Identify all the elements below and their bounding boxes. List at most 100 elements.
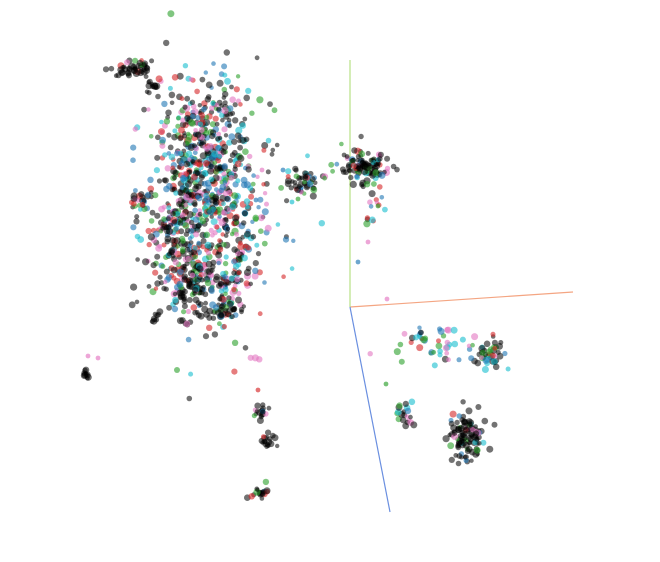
- scatter-point: [264, 224, 272, 232]
- scatter-point: [256, 205, 261, 210]
- scatter-point: [261, 142, 269, 149]
- scatter-point: [108, 65, 115, 72]
- scatter-point: [404, 407, 412, 415]
- scatter-point: [229, 313, 235, 320]
- scatter-point: [496, 352, 504, 360]
- scatter-point: [450, 326, 458, 334]
- scatter-point: [345, 163, 352, 171]
- scatter-point: [446, 357, 451, 363]
- scatter-point: [371, 181, 377, 187]
- scatter-point: [203, 202, 210, 209]
- scatter-point: [222, 180, 228, 185]
- scatter-point: [190, 113, 196, 120]
- scatter-point: [184, 95, 191, 102]
- scatter-point: [183, 187, 190, 194]
- scatter-point: [224, 77, 231, 85]
- scatter-point: [82, 367, 88, 373]
- scatter-point: [200, 244, 206, 250]
- scatter-point: [255, 487, 260, 492]
- scatter-point: [217, 214, 222, 219]
- scatter-point: [177, 135, 184, 142]
- scatter-point: [204, 145, 211, 152]
- scatter-point: [257, 196, 264, 203]
- scatter-point: [178, 126, 185, 134]
- scatter-point: [115, 72, 122, 79]
- scatter-point: [368, 204, 374, 209]
- scatter-point: [193, 231, 200, 238]
- scatter-point: [251, 354, 259, 362]
- scatter-point: [243, 136, 250, 143]
- scatter-point: [198, 174, 205, 181]
- scatter-point: [367, 199, 373, 205]
- scatter-point: [161, 242, 167, 248]
- scatter-point: [431, 349, 437, 355]
- scatter-point: [377, 151, 384, 158]
- scatter-point: [282, 236, 290, 243]
- scatter-point: [211, 61, 216, 66]
- scatter-point: [262, 441, 269, 448]
- scatter-point: [208, 227, 214, 233]
- scatter-point: [171, 133, 178, 141]
- scatter-point: [167, 85, 173, 91]
- scatter-point: [236, 290, 242, 296]
- scatter-point: [204, 241, 212, 249]
- scatter-point: [201, 180, 208, 187]
- scatter-point: [293, 173, 300, 179]
- scatter-point: [203, 300, 209, 306]
- scatter-point: [188, 219, 195, 226]
- scatter-point: [190, 159, 196, 164]
- scatter-point: [223, 308, 229, 313]
- scatter-point: [203, 231, 211, 238]
- scatter-point: [496, 342, 503, 350]
- scatter-point: [185, 141, 190, 146]
- scatter-point: [235, 251, 241, 257]
- scatter-point: [455, 460, 462, 467]
- scatter-point: [253, 197, 259, 203]
- scatter-point: [462, 441, 470, 449]
- scatter-point: [132, 57, 139, 64]
- scatter-point: [363, 181, 371, 188]
- scatter-point: [192, 207, 198, 214]
- scatter-point: [243, 280, 250, 287]
- scatter-point: [483, 340, 491, 348]
- scatter-point: [456, 413, 462, 419]
- scatter-point: [259, 496, 265, 501]
- scatter-point: [354, 174, 360, 179]
- scatter-point: [205, 184, 212, 191]
- scatter-point: [281, 274, 286, 280]
- scatter-point: [242, 116, 248, 122]
- scatter-point: [146, 107, 151, 112]
- scatter-point: [344, 154, 350, 159]
- scatter-point: [171, 275, 177, 281]
- scatter-point: [285, 174, 291, 179]
- scatter-point: [85, 353, 91, 359]
- scatter-point: [468, 355, 475, 362]
- scatter-point: [140, 68, 148, 76]
- scatter-point: [156, 308, 164, 315]
- scatter-point: [334, 161, 340, 167]
- scatter-point: [216, 206, 224, 213]
- scatter-point: [174, 367, 180, 373]
- scatter-point: [199, 277, 205, 283]
- scatter-point: [255, 387, 261, 393]
- scatter-point: [235, 296, 242, 304]
- scatter-point: [271, 107, 278, 114]
- scatter-point: [154, 253, 161, 260]
- scatter-point: [351, 147, 358, 154]
- scatter-point: [170, 266, 178, 274]
- scatter-point: [275, 443, 280, 449]
- scatter-point: [221, 143, 229, 151]
- scatter-point: [156, 178, 163, 184]
- scatter-point: [180, 248, 186, 254]
- scatter-point: [263, 487, 271, 495]
- scatter-point: [417, 325, 422, 330]
- scatter-point: [294, 186, 302, 194]
- scatter-point: [482, 356, 490, 364]
- scatter-point: [128, 301, 136, 309]
- scatter-point: [252, 260, 259, 267]
- scatter-point: [139, 201, 146, 208]
- scatter-point: [242, 210, 248, 217]
- scatter-point: [410, 421, 418, 429]
